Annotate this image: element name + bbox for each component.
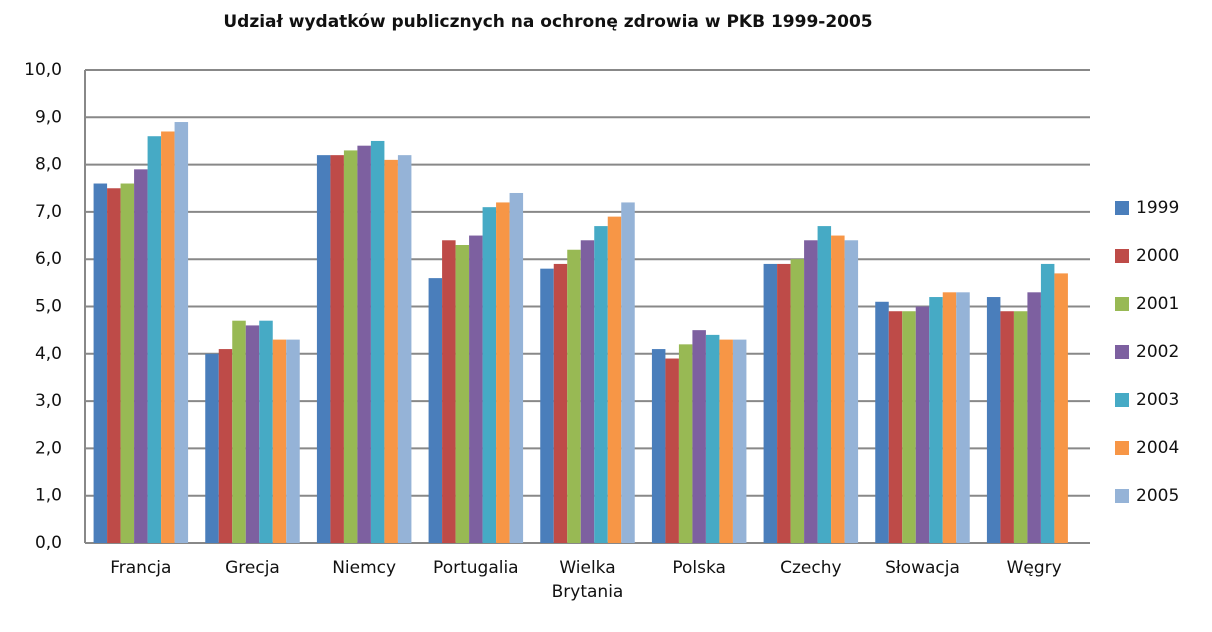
y-tick-label: 0,0 <box>35 533 62 553</box>
x-tick-label: Słowacja <box>885 558 960 578</box>
bar <box>692 330 706 543</box>
legend-label: 2000 <box>1136 246 1179 266</box>
bar <box>1040 263 1055 543</box>
bar <box>804 240 818 543</box>
x-tick-label: Niemcy <box>332 558 397 578</box>
bar <box>929 297 943 543</box>
bar <box>607 216 622 543</box>
y-tick-label: 7,0 <box>35 202 62 222</box>
legend-swatch <box>1115 441 1129 455</box>
bar <box>316 155 331 543</box>
bar <box>777 263 791 543</box>
bar <box>482 207 497 544</box>
bar <box>1000 311 1014 543</box>
legend-label: 2002 <box>1136 342 1179 362</box>
legend-label: 2003 <box>1136 390 1179 410</box>
bar <box>232 320 246 543</box>
legend-swatch <box>1115 489 1129 503</box>
bar <box>107 188 121 543</box>
bar <box>540 268 554 543</box>
bar <box>719 339 733 543</box>
bar <box>817 226 832 543</box>
y-tick-label: 2,0 <box>35 438 62 458</box>
bar <box>875 301 889 543</box>
bar <box>286 339 300 543</box>
bar <box>330 155 344 543</box>
y-tick-label: 10,0 <box>24 60 62 80</box>
x-tick-label: Portugalia <box>433 558 519 578</box>
bar <box>902 311 916 543</box>
bar <box>621 202 635 543</box>
y-tick-label: 6,0 <box>35 249 62 269</box>
bar <box>357 145 371 543</box>
bar <box>245 325 260 543</box>
bar <box>888 311 903 543</box>
bar <box>705 334 720 543</box>
bar <box>831 235 845 544</box>
bar <box>580 240 595 543</box>
bar <box>594 226 608 543</box>
legend-label: 2004 <box>1136 438 1179 458</box>
bar <box>678 344 693 543</box>
bar <box>218 349 233 543</box>
bar <box>428 278 443 543</box>
bar <box>1054 273 1068 543</box>
x-tick-label: Węgry <box>1006 558 1062 578</box>
bar <box>1013 311 1028 543</box>
legend-label: 2005 <box>1136 486 1179 506</box>
bar <box>370 140 385 543</box>
bar <box>1027 292 1041 543</box>
bar <box>651 349 666 543</box>
bar <box>205 353 219 543</box>
bar <box>496 202 510 543</box>
y-tick-label: 8,0 <box>35 155 62 175</box>
bar <box>509 192 524 544</box>
x-tick-label: Wielka Brytania <box>551 558 624 602</box>
y-tick-label: 1,0 <box>35 486 62 506</box>
bar <box>553 263 568 543</box>
y-tick-label: 4,0 <box>35 344 62 364</box>
bar <box>567 249 581 544</box>
legend-swatch <box>1115 345 1129 359</box>
bar <box>469 235 483 544</box>
bar <box>956 292 970 543</box>
bar <box>174 122 189 543</box>
bar <box>732 339 747 543</box>
bar <box>942 292 957 543</box>
bar <box>384 159 398 543</box>
bar <box>790 259 805 543</box>
bar <box>665 358 679 543</box>
bar <box>134 169 148 543</box>
legend-swatch <box>1115 297 1129 311</box>
x-tick-label: Czechy <box>780 558 842 578</box>
bar <box>455 245 470 543</box>
legend-label: 1999 <box>1136 198 1179 218</box>
bar <box>259 320 273 543</box>
bar <box>343 150 358 543</box>
bar <box>93 183 108 543</box>
bar <box>986 297 1001 543</box>
bar <box>844 240 859 543</box>
bar <box>397 155 412 543</box>
x-tick-label: Polska <box>672 558 726 578</box>
bar <box>763 263 778 543</box>
legend-label: 2001 <box>1136 294 1179 314</box>
bar <box>120 183 135 543</box>
bar <box>915 306 930 543</box>
bar <box>147 136 162 543</box>
legend-swatch <box>1115 201 1129 215</box>
bar <box>272 339 287 543</box>
y-tick-label: 9,0 <box>35 107 62 127</box>
legend-swatch <box>1115 393 1129 407</box>
x-tick-label: Grecja <box>225 558 280 578</box>
chart-title: Udział wydatków publicznych na ochronę z… <box>223 12 872 32</box>
bar <box>442 240 456 543</box>
y-tick-label: 5,0 <box>35 297 62 317</box>
y-tick-label: 3,0 <box>35 391 62 411</box>
legend-swatch <box>1115 249 1129 263</box>
bar <box>161 131 175 544</box>
x-tick-label: Francja <box>110 558 172 578</box>
